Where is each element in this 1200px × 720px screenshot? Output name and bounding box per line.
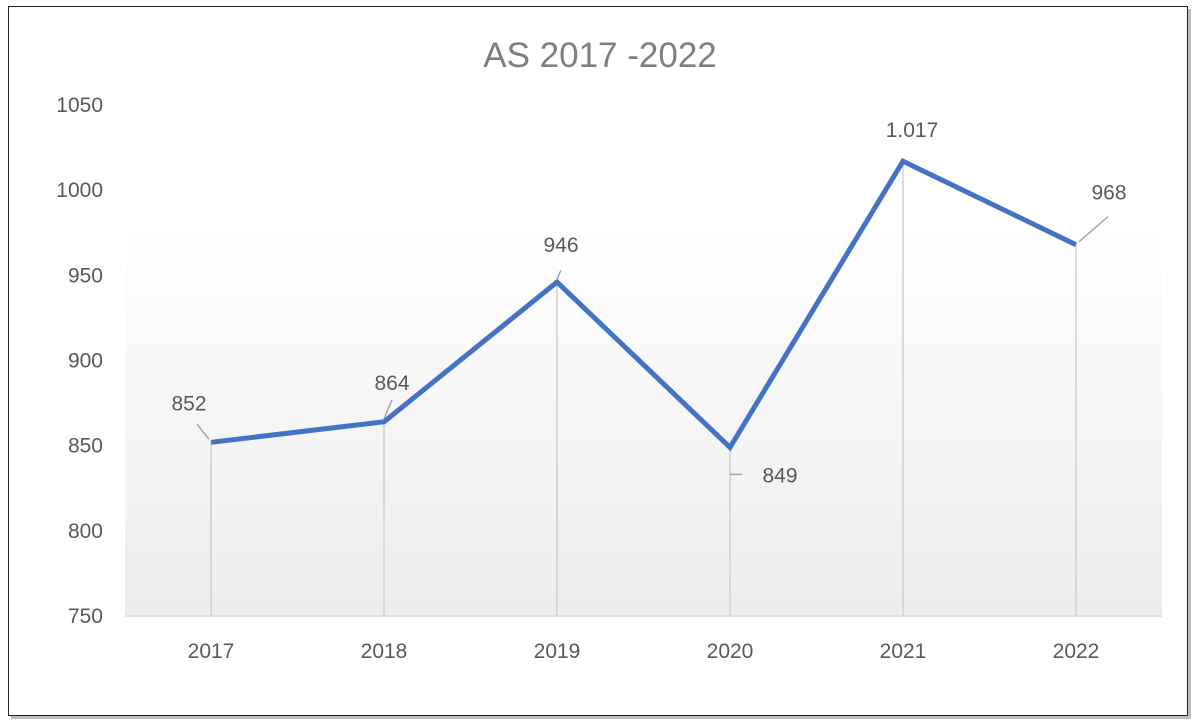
y-tick-label: 900 [68,350,103,373]
data-label-leader [196,423,210,440]
x-tick-label: 2022 [1053,640,1100,663]
data-label: 852 [171,392,206,415]
data-label-leader [383,399,393,420]
y-tick-label: 950 [68,264,103,287]
series-line [210,157,1078,452]
y-tick-label: 1050 [56,94,103,117]
data-label: 864 [374,372,409,395]
x-tick-label: 2017 [188,640,235,663]
y-tick-label: 1000 [56,179,103,202]
x-tick-label: 2018 [361,640,408,663]
y-tick-label: 750 [68,605,103,628]
data-label-leader [1078,216,1109,243]
data-label: 968 [1091,182,1126,205]
data-label: 946 [543,234,578,257]
x-tick-label: 2020 [707,640,754,663]
y-tick-label: 850 [68,435,103,458]
y-tick-label: 800 [68,520,103,543]
plot-area-background [125,222,1162,616]
data-label-leader [556,269,562,280]
data-label: 1.017 [886,119,939,142]
data-label: 849 [762,464,797,487]
x-tick-label: 2021 [880,640,927,663]
chart-title: AS 2017 -2022 [483,36,717,75]
x-tick-label: 2019 [534,640,581,663]
